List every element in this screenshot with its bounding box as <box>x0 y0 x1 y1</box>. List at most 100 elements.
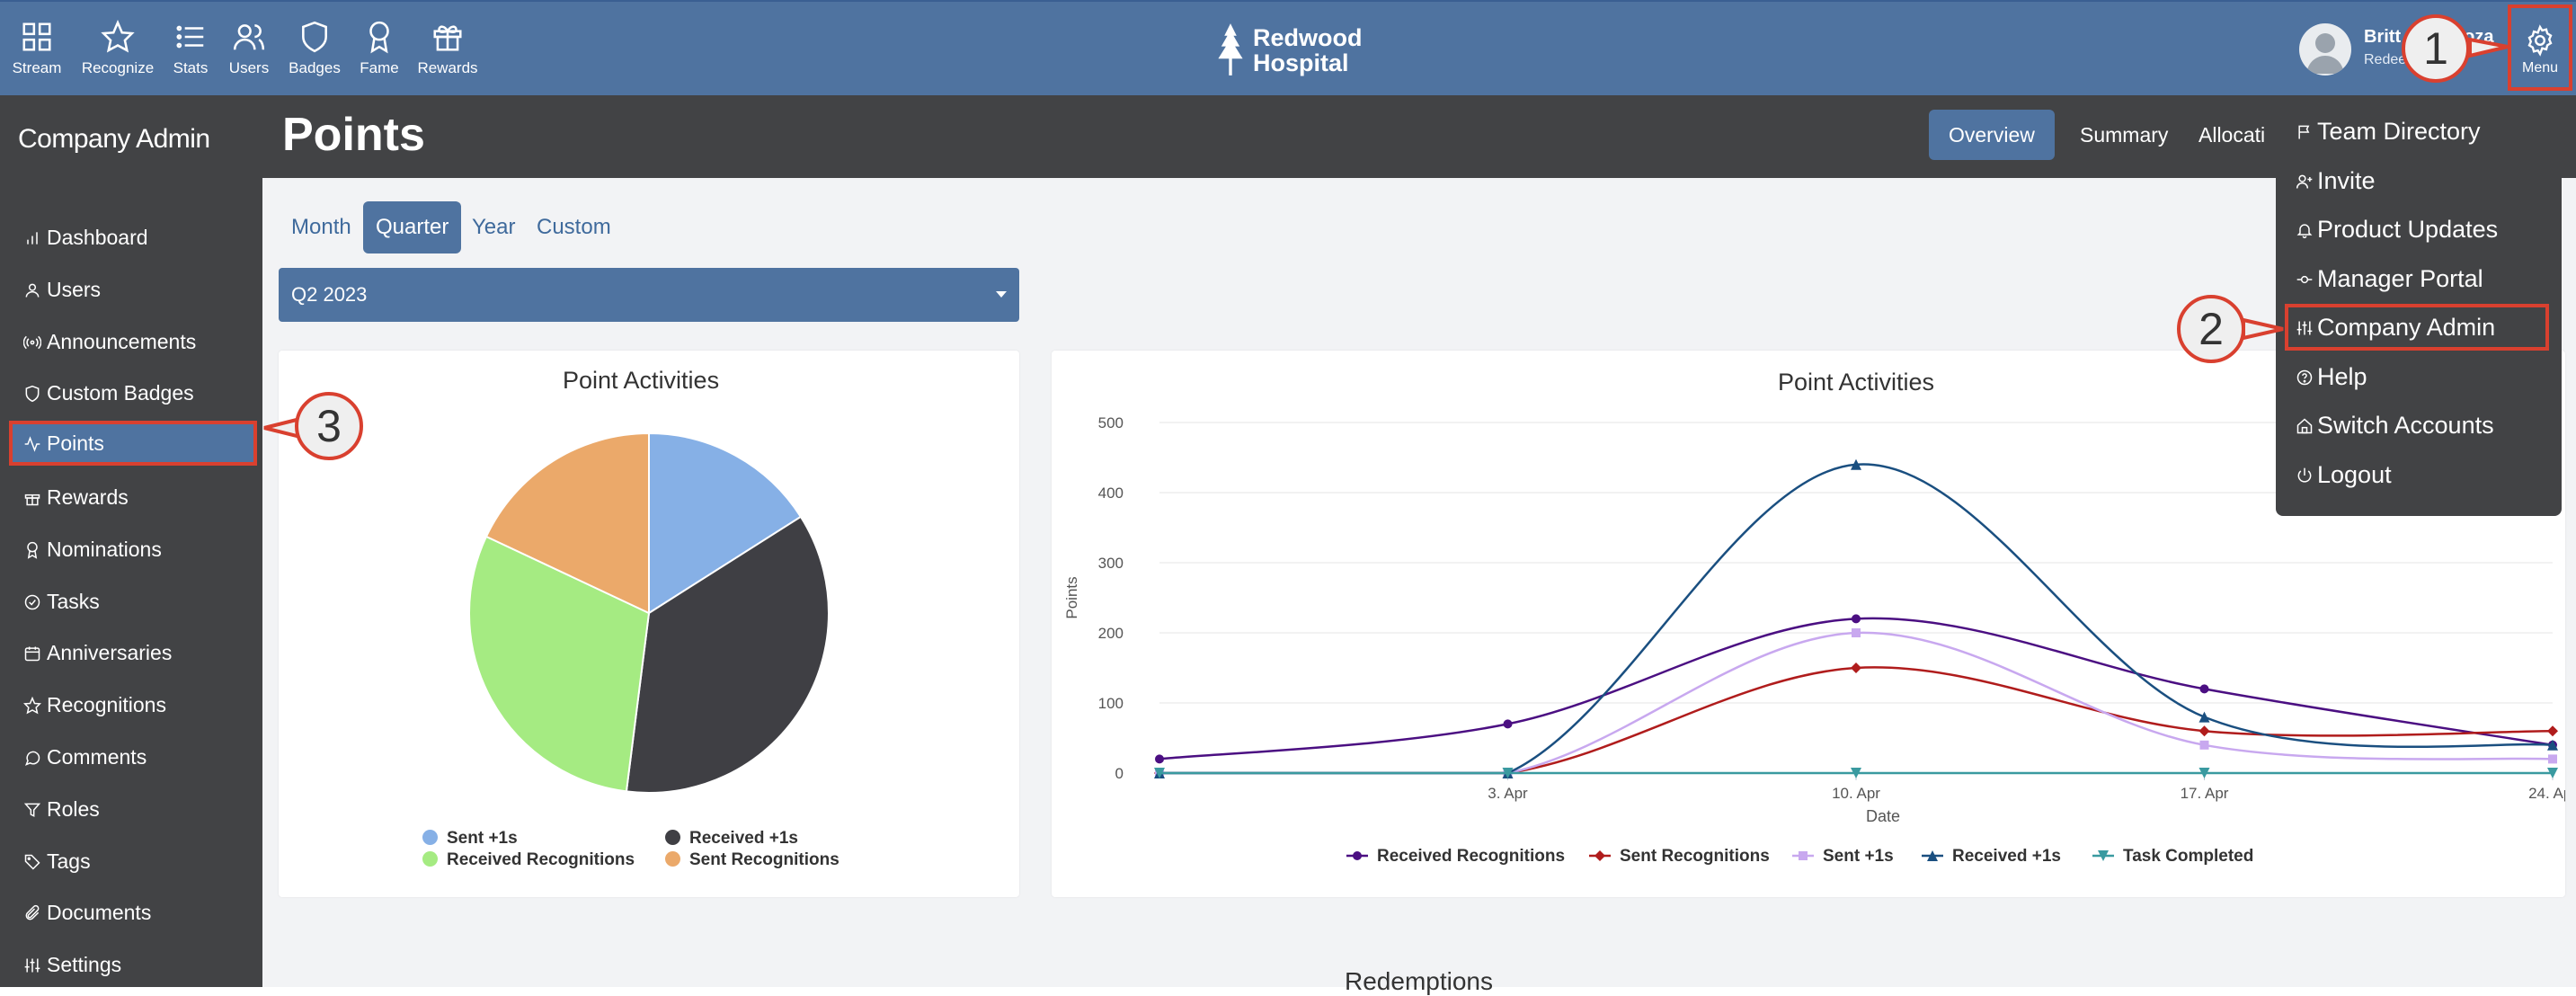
sidebar-item-dashboard[interactable]: Dashboard <box>9 215 257 260</box>
tab-overview[interactable]: Overview <box>1929 110 2055 160</box>
shield-icon <box>302 21 327 53</box>
menu-item-switch-accounts[interactable]: Switch Accounts <box>2285 402 2549 449</box>
caret-down-icon <box>996 291 1007 298</box>
sidebar: Company Admin Dashboard Users Announcement… <box>0 95 262 987</box>
data-point-received-recognitions <box>1503 719 1513 729</box>
sidebar-item-label: Anniversaries <box>47 641 173 665</box>
pie-slice-sent-recognitions[interactable] <box>484 431 650 615</box>
sidebar-item-custom-badges[interactable]: Custom Badges <box>9 370 257 415</box>
menu-item-manager-portal[interactable]: Manager Portal <box>2285 255 2549 302</box>
y-tick-label: 0 <box>1115 765 1124 782</box>
nav-label: Stats <box>173 59 209 76</box>
period-select[interactable]: Q2 2023 <box>279 268 1019 322</box>
sidebar-item-tags[interactable]: Tags <box>9 839 257 884</box>
x-axis-label: Date <box>1866 807 1900 825</box>
sidebar-item-settings[interactable]: Settings <box>9 942 257 987</box>
sidebar-item-roles[interactable]: Roles <box>9 787 257 831</box>
flag-icon <box>2298 125 2310 139</box>
menu-item-label: Invite <box>2317 166 2376 194</box>
legend-item[interactable]: Task Completed <box>2123 847 2253 866</box>
grid-icon <box>22 22 51 51</box>
nav-badges[interactable]: Badges <box>274 20 355 77</box>
pie-slice-sent-1s[interactable] <box>648 431 803 615</box>
legend-item[interactable]: Received +1s <box>665 829 798 849</box>
legend-item[interactable]: Sent Recognitions <box>665 850 839 870</box>
nav-stats[interactable]: Stats <box>150 20 231 77</box>
pie-chart-card: Point Activities Sent +1s Received +1s R… <box>279 351 1019 897</box>
pie-slice-received-1s[interactable] <box>625 515 830 794</box>
list-icon <box>176 25 204 49</box>
legend-item[interactable]: Received Recognitions <box>422 850 635 870</box>
tab-allocations[interactable]: Allocati <box>2198 123 2266 147</box>
user-plus-icon <box>2296 174 2313 189</box>
legend-marker-received-recognitions <box>1353 851 1362 860</box>
data-point-sent-recognitions <box>2198 725 2210 737</box>
tab-month[interactable]: Month <box>291 215 351 239</box>
data-point-task-completed <box>1851 768 1861 778</box>
nav-recognize[interactable]: Recognize <box>77 20 158 77</box>
menu-item-label: Team Directory <box>2317 118 2481 145</box>
nav-fame[interactable]: Fame <box>339 20 420 77</box>
data-point-task-completed <box>2547 768 2558 778</box>
user-icon <box>25 283 40 298</box>
sidebar-item-comments[interactable]: Comments <box>9 734 257 779</box>
sidebar-item-rewards[interactable]: Rewards <box>9 475 257 520</box>
nav-users[interactable]: Users <box>209 20 289 77</box>
legend-item[interactable]: Sent +1s <box>422 829 518 849</box>
sidebar-item-label: Settings <box>47 953 122 977</box>
nav-rewards[interactable]: Rewards <box>407 20 488 77</box>
menu-item-label: Product Updates <box>2317 216 2499 243</box>
menu-item-company-admin[interactable]: Company Admin <box>2285 304 2549 351</box>
home-icon <box>2296 418 2313 434</box>
sidebar-item-users[interactable]: Users <box>9 267 257 312</box>
filter-icon <box>23 803 41 817</box>
paperclip-icon <box>25 905 40 920</box>
sidebar-title: Company Admin <box>18 124 210 154</box>
legend-marker-sent-recognitions <box>1594 850 1605 861</box>
legend-item[interactable]: Received Recognitions <box>1377 847 1565 866</box>
gift-icon <box>24 494 40 506</box>
y-tick-label: 100 <box>1098 695 1124 712</box>
pie-slice-received-recognitions[interactable] <box>468 535 651 793</box>
sidebar-item-points[interactable]: Points <box>9 421 257 467</box>
menu-item-logout[interactable]: Logout <box>2285 451 2549 498</box>
sidebar-item-label: Comments <box>47 745 147 769</box>
nav-label: Stream <box>12 59 62 76</box>
menu-item-label: Manager Portal <box>2317 264 2483 292</box>
avatar[interactable] <box>2299 23 2351 76</box>
data-point-sent-1s <box>2548 754 2557 764</box>
sidebar-item-anniversaries[interactable]: Anniversaries <box>9 630 257 675</box>
menu-item-product-updates[interactable]: Product Updates <box>2285 206 2549 253</box>
pie-chart <box>468 431 830 794</box>
tab-custom[interactable]: Custom <box>537 215 611 239</box>
tab-quarter[interactable]: Quarter <box>363 201 462 253</box>
nav-label: Fame <box>360 59 399 76</box>
data-point-received-1s <box>2198 711 2210 723</box>
legend-dot <box>422 851 438 867</box>
tab-year[interactable]: Year <box>472 215 516 239</box>
tree-icon <box>1218 23 1243 76</box>
sidebar-item-label: Rewards <box>47 485 129 509</box>
sidebar-item-tasks[interactable]: Tasks <box>9 579 257 624</box>
menu-item-invite[interactable]: Invite <box>2285 157 2549 204</box>
sidebar-item-nominations[interactable]: Nominations <box>9 527 257 572</box>
callout-1: 1 <box>2402 14 2470 83</box>
gear-icon <box>2527 24 2553 57</box>
data-point-sent-recognitions <box>2547 725 2558 737</box>
menu-item-team-directory[interactable]: Team Directory <box>2285 108 2549 155</box>
legend-item[interactable]: Sent Recognitions <box>1620 847 1770 866</box>
menu-button[interactable]: Menu <box>2508 4 2572 91</box>
sidebar-item-announcements[interactable]: Announcements <box>9 319 257 364</box>
star-icon <box>101 20 135 53</box>
sidebar-item-recognitions[interactable]: Recognitions <box>9 682 257 727</box>
menu-item-help[interactable]: Help <box>2285 353 2549 400</box>
legend-item[interactable]: Sent +1s <box>1823 847 1894 866</box>
sidebar-item-documents[interactable]: Documents <box>9 890 257 935</box>
legend-item[interactable]: Received +1s <box>1952 847 2061 866</box>
sidebar-item-label: Dashboard <box>47 226 148 249</box>
sliders-icon <box>2296 321 2313 335</box>
user-org: Redee <box>2364 52 2407 67</box>
nav-stream[interactable]: Stream <box>0 20 77 77</box>
tab-summary[interactable]: Summary <box>2080 123 2169 147</box>
series-line-received-recognitions <box>1159 617 2554 760</box>
